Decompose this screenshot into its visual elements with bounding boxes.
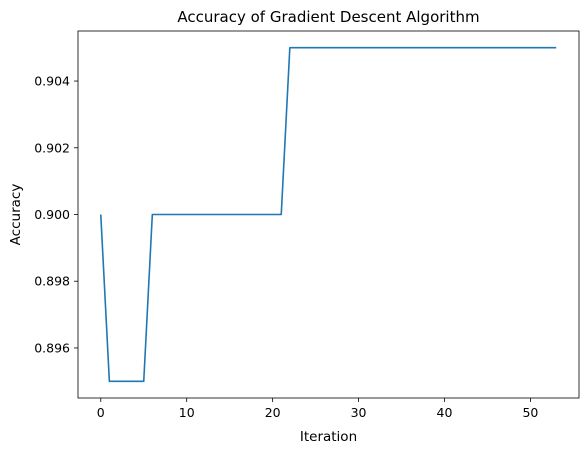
y-axis-label: Accuracy (8, 184, 24, 246)
y-tick-label: 0.898 (34, 274, 70, 289)
x-tick-label: 20 (265, 405, 281, 420)
y-axis: 0.896 0.898 0.900 0.902 0.904 (34, 74, 78, 355)
series-layer (99, 46, 557, 383)
y-tick-label: 0.896 (34, 340, 70, 355)
x-axis: 0 10 20 30 40 50 (97, 398, 538, 420)
x-axis-label: Iteration (300, 429, 357, 445)
x-tick-label: 40 (437, 405, 453, 420)
x-tick-label: 10 (179, 405, 195, 420)
y-tick-label: 0.900 (34, 207, 70, 222)
plot-frame (77, 30, 580, 399)
series-line (99, 46, 557, 383)
x-tick-label: 0 (97, 405, 105, 420)
x-tick-label: 50 (522, 405, 538, 420)
y-tick-label: 0.904 (34, 74, 70, 89)
x-tick-label: 30 (351, 405, 367, 420)
y-tick-label: 0.902 (34, 140, 70, 155)
chart-title: Accuracy of Gradient Descent Algorithm (177, 8, 479, 26)
